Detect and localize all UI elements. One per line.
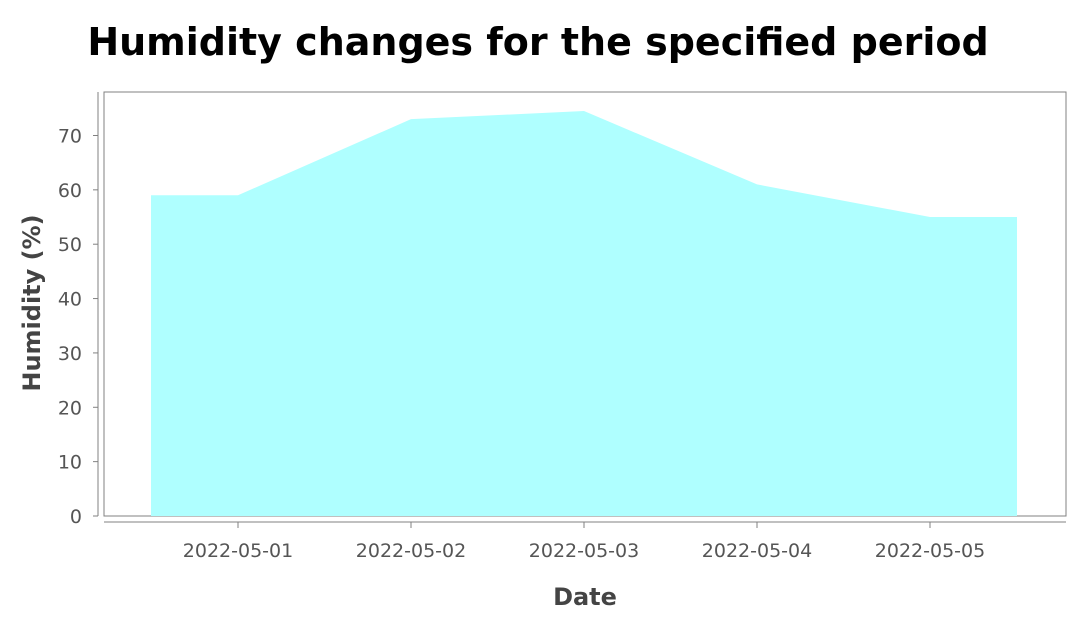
x-tick-label: 2022-05-01 [183,540,293,562]
y-tick-label: 0 [70,506,82,528]
x-axis-label: Date [553,583,617,611]
area-series-0 [151,111,1017,517]
x-ticks: 2022-05-01 2022-05-02 2022-05-03 2022-05-04… [183,522,985,562]
y-tick-label: 10 [58,452,82,474]
y-axis-label: Humidity (%) [18,214,46,391]
x-tick-label: 2022-05-05 [875,540,985,562]
x-tick-label: 2022-05-02 [356,540,466,562]
x-tick-label: 2022-05-03 [529,540,639,562]
y-tick-label: 70 [58,125,82,147]
y-tick-label: 30 [58,343,82,365]
chart-title: Humidity changes for the specified perio… [87,20,989,64]
x-tick-label: 2022-05-04 [702,540,812,562]
y-ticks: 0 10 20 30 40 50 60 70 [58,125,98,528]
y-tick-label: 50 [58,234,82,256]
y-tick-label: 40 [58,289,82,311]
series-layer [151,111,1017,517]
y-tick-label: 60 [58,180,82,202]
y-tick-label: 20 [58,397,82,419]
